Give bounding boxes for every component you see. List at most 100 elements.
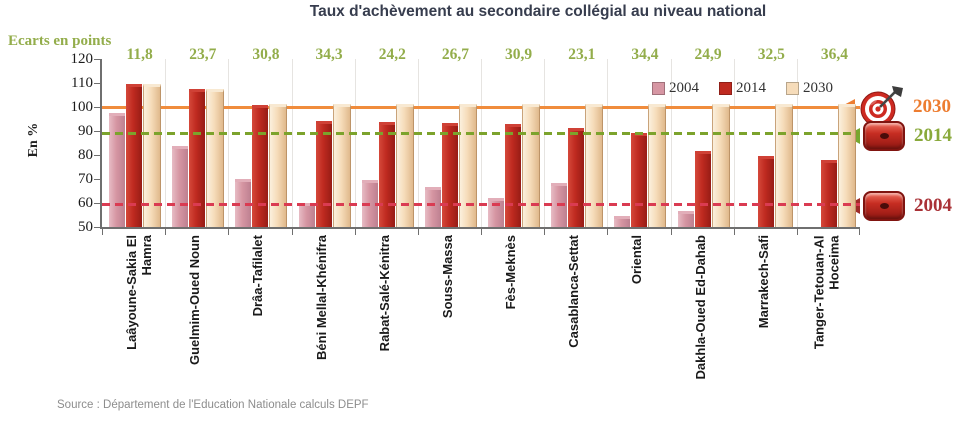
bar-2030-11 [837,104,856,227]
x-axis-label: Dakhla-Oued Ed-Dahab [692,235,708,380]
bar-2014-10 [757,156,774,227]
annotation-label-2030: 2030 [913,96,951,117]
x-axis-tick [417,229,419,235]
vertical-gridline [354,59,356,227]
bar-2030-10 [774,104,793,227]
vertical-gridline [481,59,482,227]
annotation-label-2014: 2014 [914,125,952,146]
bar-2014-3 [315,121,332,227]
bar-2014-4 [378,122,395,227]
vertical-gridline [607,59,609,227]
x-axis-label: Béni Mellal-Khénifra [313,235,329,360]
reference-line-2030 [102,105,860,109]
y-axis-tick-label: 120 [70,51,94,67]
bar-2014-6 [505,123,521,227]
y-axis-tick-label: 90 [78,123,93,139]
x-axis-tick [354,229,356,235]
y-axis-tick-label: 110 [71,75,93,91]
x-axis-labels: Laâyoune-Sakia El Hamra Guelmim-Oued Noun… [100,235,858,392]
bar-2004-8 [614,215,631,227]
ecart-value: 24,2 [378,46,406,63]
vertical-gridline [796,59,798,227]
y-axis-tick-label: 50 [78,219,93,235]
bar-2030-9 [711,104,730,227]
bar-2004-5 [424,186,441,227]
x-axis-label: Casablanca-Settat [566,235,582,348]
x-axis-tick [481,229,482,235]
bar-2014-1 [189,89,206,227]
ecart-value: 23,7 [189,46,217,63]
ecart-value: 32,5 [757,46,785,63]
legend-item-2004: 2004 [652,80,699,97]
y-axis-tick [94,155,100,156]
target-2030-annotation: 2030 [840,85,951,129]
y-axis-tick [94,203,100,204]
x-axis-tick [859,229,860,235]
x-axis-tick [165,229,167,235]
x-axis-label: Souss-Massa [439,235,455,319]
x-axis-tick [796,229,798,235]
legend-item-2014: 2014 [719,80,766,97]
vertical-gridline [544,59,546,227]
x-axis-tick [607,229,609,235]
legend-label-2004: 2004 [669,80,699,96]
level-2014-annotation: 2014 [845,121,952,151]
legend-swatch-2004 [652,82,665,95]
y-axis-tick-labels: 50 60 70 80 90 100 110 120 [52,51,94,235]
y-axis-tick [94,227,100,228]
ecart-value: 11,8 [126,46,153,63]
y-axis-tick-label: 100 [70,99,94,115]
x-axis-label: Tanger-Tetouan-Al Hoceima [811,235,842,349]
red-button-icon [863,191,905,221]
y-axis-tick-label: 60 [78,195,93,211]
bar-2004-1 [172,146,189,227]
bar-2030-3 [332,104,351,227]
x-axis-tick [228,229,230,235]
ecart-value: 24,9 [694,46,722,63]
x-axis-tick [670,229,672,235]
vertical-gridline [291,59,293,227]
bar-2030-5 [458,104,477,227]
x-axis-tick [102,229,103,235]
ecart-value: 34,3 [315,46,343,63]
chart-title: Taux d'achèvement au secondaire collégia… [309,3,767,20]
y-axis-tick [94,179,100,180]
ecart-value: 23,1 [568,46,596,63]
legend-swatch-2014 [719,82,732,95]
ecart-value: 30,8 [252,46,280,63]
ecart-value: 34,4 [631,46,659,63]
bar-2014-11 [820,160,837,227]
plot-area [94,59,860,235]
x-axis-label: Fès-Meknès [503,235,519,310]
x-axis-label: Oriental [629,235,645,285]
vertical-gridline [670,59,672,227]
x-axis-label: Drâa-Tafilalet [250,235,266,317]
y-axis-tick [94,107,100,108]
bar-2030-4 [395,104,414,227]
bar-2004-9 [677,210,694,227]
legend: 2004 2014 2030 [652,80,833,97]
bar-2014-5 [441,122,458,227]
x-axis-tick [733,229,735,235]
vertical-gridline [417,59,419,227]
bar-2030-7 [585,104,604,227]
x-axis-tick [544,229,546,235]
ecart-values-row: 11,8 23,7 30,8 34,3 24,2 26,7 30,9 23,1 34,4 24,9… [100,46,858,66]
reference-line-2014 [102,132,860,136]
y-axis-tick [94,83,100,84]
red-button-icon [863,121,905,151]
vertical-gridline [228,59,230,227]
legend-item-2030: 2030 [786,80,833,97]
bar-2014-8 [631,133,648,227]
ecart-value: 30,9 [505,46,533,63]
y-axis-tick [94,131,100,132]
source-note: Source : Département de l'Education Nati… [57,399,369,411]
y-axis-tick-label: 80 [78,147,93,163]
reference-line-2004 [102,202,860,206]
bar-2014-0 [126,84,142,227]
y-axis-tick [94,59,100,60]
bar-2030-2 [269,104,288,227]
bar-2014-9 [694,150,711,227]
bar-2030-6 [522,104,540,227]
